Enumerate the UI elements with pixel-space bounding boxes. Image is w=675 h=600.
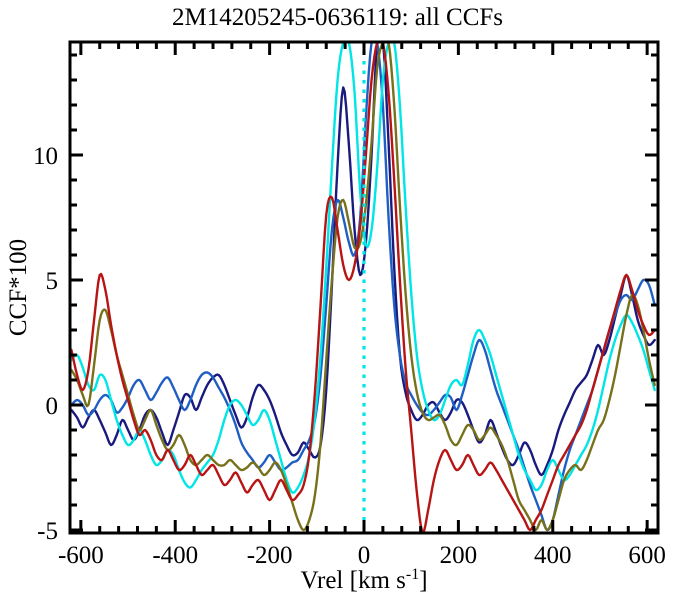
xtick-label: 600 [628, 542, 666, 569]
x-axis-title: Vrel [km s-1] [300, 566, 427, 594]
ccf-curve-5 [70, 42, 656, 533]
xtick-label: 400 [534, 542, 572, 569]
xtick-label: -600 [58, 542, 104, 569]
ytick-label: 0 [46, 393, 59, 420]
xtick-label: 0 [358, 542, 371, 569]
page-title: 2M14205245-0636119: all CCFs [171, 4, 504, 31]
y-axis-title: CCF*100 [5, 239, 32, 336]
ccf-curve-1 [70, 42, 656, 477]
ytick-label: 10 [33, 143, 58, 170]
xtick-label: -200 [247, 542, 293, 569]
ytick-label: 5 [46, 268, 59, 295]
ytick-label: -5 [37, 518, 58, 545]
xtick-label: -400 [152, 542, 198, 569]
xtick-label: 200 [440, 542, 478, 569]
